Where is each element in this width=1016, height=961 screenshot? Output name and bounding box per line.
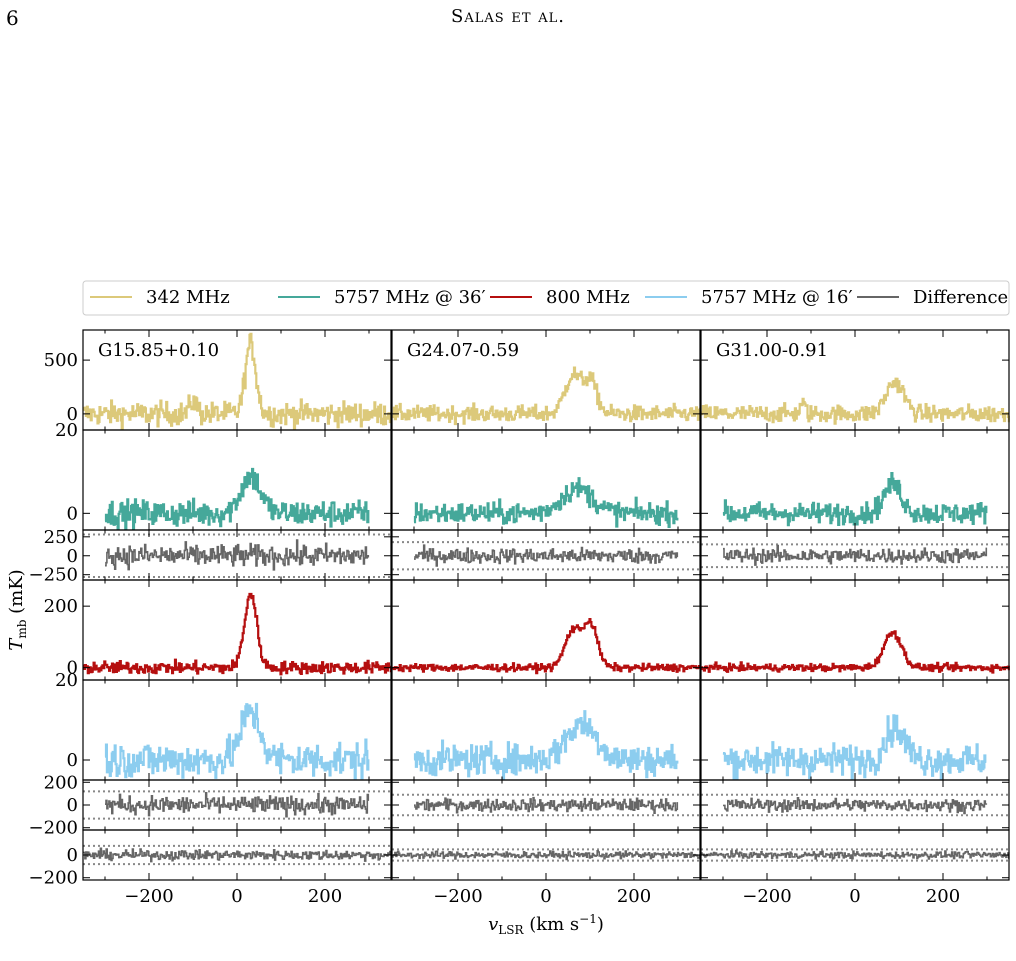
- panel: G31.00-0.91: [700, 329, 1010, 431]
- panel: [391, 779, 701, 831]
- y-tick-label: 200: [44, 596, 78, 617]
- panel-source-label: G24.07-0.59: [407, 340, 519, 361]
- spectrum-line: [391, 618, 701, 675]
- spectrum-line: [701, 849, 1010, 860]
- x-axis-label: vLSR (km s−1): [488, 912, 604, 937]
- panel: 0 20: [55, 670, 392, 781]
- y-tick-label: 0: [67, 404, 78, 425]
- panel: 0 20: [55, 420, 392, 531]
- panel: [391, 679, 701, 781]
- y-tick-label: −200: [29, 868, 78, 889]
- x-axis-label-unit-close: ): [597, 914, 604, 935]
- x-tick-label: 200: [308, 886, 342, 907]
- y-tick-label: 0: [67, 503, 78, 524]
- legend-label: 342 MHz: [146, 287, 230, 308]
- spectrum-line: [722, 714, 987, 781]
- legend-label: 5757 MHz @ 36′: [334, 287, 486, 308]
- spectrum-line: [700, 377, 1010, 425]
- y-tick-label: 500: [44, 350, 78, 371]
- y-tick-label: 0: [67, 750, 78, 771]
- spectrum-line: [700, 630, 1010, 674]
- panel-source-label: G15.85+0.10: [98, 340, 219, 361]
- panel: [700, 779, 1010, 831]
- panel: [700, 429, 1010, 531]
- spectrum-line: [392, 850, 701, 861]
- spectrum-line: [104, 467, 370, 531]
- spectrum-line: [413, 710, 679, 781]
- spectrum-line: [414, 796, 679, 814]
- y-tick-label: 200: [44, 772, 78, 793]
- y-tick-label: 20: [55, 670, 78, 691]
- x-tick-label: −200: [433, 886, 482, 907]
- spectrum-line: [723, 544, 988, 566]
- panel-source-label: G31.00-0.91: [716, 340, 828, 361]
- y-tick-label: 0: [67, 795, 78, 816]
- panel: [700, 529, 1010, 581]
- y-tick-label: −200: [29, 818, 78, 839]
- y-axis-label: Tmb (mK): [6, 569, 29, 650]
- panel: [700, 579, 1010, 681]
- spectrum-line: [104, 702, 370, 780]
- spectrum-line: [413, 477, 679, 528]
- legend-label: 800 MHz: [546, 287, 630, 308]
- x-tick-label: −200: [124, 886, 173, 907]
- running-head: Salas et al.: [451, 6, 565, 27]
- legend-label: Difference: [913, 287, 1008, 308]
- panel: [391, 429, 701, 531]
- panel: 0 500 G15.85+0.10: [44, 329, 392, 431]
- x-tick-label: 0: [849, 886, 860, 907]
- page-header: 6 Salas et al.: [0, 0, 1016, 40]
- x-tick-label: 200: [926, 886, 960, 907]
- x-tick-label: 200: [617, 886, 651, 907]
- spectrum-line: [83, 847, 392, 863]
- panel: [391, 529, 701, 581]
- page-number: 6: [6, 6, 19, 30]
- panel: G24.07-0.59: [391, 329, 701, 431]
- x-tick-label: 0: [231, 886, 242, 907]
- y-tick-label: −250: [29, 565, 78, 586]
- legend-frame: [82, 280, 1010, 316]
- y-axis-label-symbol: T: [6, 637, 27, 651]
- x-axis-label-subscript: LSR: [498, 923, 524, 937]
- y-tick-label: 0: [67, 845, 78, 866]
- spectrum-line: [414, 544, 679, 567]
- spectrum-line: [722, 472, 988, 527]
- panel: −200 0 200: [700, 829, 1010, 907]
- spectrum-line: [723, 797, 988, 815]
- legend-label: 5757 MHz @ 16′: [701, 287, 853, 308]
- panel: [700, 679, 1010, 781]
- x-axis-label-unit-superscript: −1: [579, 912, 597, 926]
- spectrum-line: [82, 332, 392, 431]
- spectrum-line: [391, 366, 701, 426]
- spectrum-line: [105, 792, 370, 818]
- y-tick-label: 250: [44, 527, 78, 548]
- y-tick-label: 0: [67, 546, 78, 567]
- y-tick-label: 0: [67, 658, 78, 679]
- panel: 0 200: [44, 579, 392, 681]
- spectrum-line: [105, 539, 370, 571]
- x-axis-label-symbol: v: [488, 914, 498, 935]
- x-axis-label-unit: (km s: [523, 914, 579, 935]
- legend: 342 MHz 5757 MHz @ 36′ 800 MHz 5757 MHz @ 1…: [82, 280, 1010, 316]
- y-axis-label-unit: (mK): [6, 569, 27, 619]
- x-tick-label: −200: [742, 886, 791, 907]
- panel: −200 0 200: [391, 829, 701, 907]
- x-tick-label: 0: [540, 886, 551, 907]
- y-axis-label-subscript: mb: [15, 619, 29, 638]
- spectrum-line: [82, 592, 392, 676]
- y-tick-label: 20: [55, 420, 78, 441]
- panel: [391, 579, 701, 681]
